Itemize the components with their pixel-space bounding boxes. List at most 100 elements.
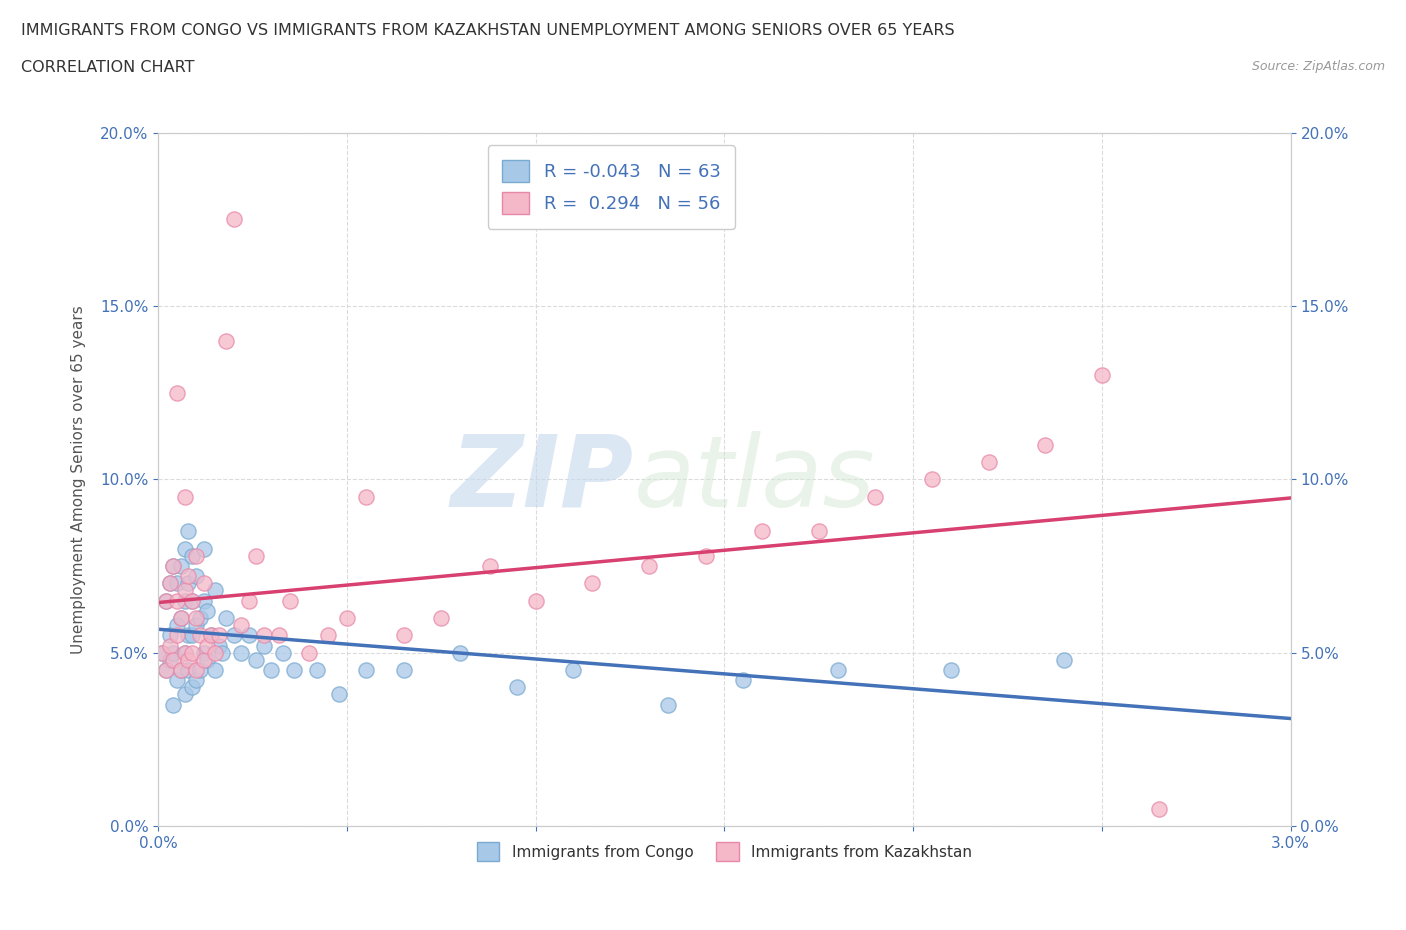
Point	[231, 645, 253, 660]
Point	[336, 611, 359, 626]
Point	[181, 680, 204, 695]
Point	[184, 618, 207, 632]
Point	[184, 548, 207, 563]
Point	[1091, 368, 1114, 383]
Point	[166, 385, 188, 400]
Point	[159, 652, 181, 667]
Point	[177, 569, 200, 584]
Point	[193, 652, 215, 667]
Point	[280, 593, 302, 608]
Y-axis label: Unemployment Among Seniors over 65 years: Unemployment Among Seniors over 65 years	[72, 305, 86, 654]
Point	[193, 645, 215, 660]
Point	[173, 687, 195, 702]
Point	[939, 662, 962, 677]
Point	[479, 559, 502, 574]
Point	[184, 611, 207, 626]
Point	[150, 645, 173, 660]
Legend: Immigrants from Congo, Immigrants from Kazakhstan: Immigrants from Congo, Immigrants from K…	[471, 836, 979, 867]
Point	[827, 662, 849, 677]
Point	[211, 645, 233, 660]
Point	[181, 645, 204, 660]
Point	[155, 662, 177, 677]
Point	[200, 628, 222, 643]
Point	[392, 628, 415, 643]
Point	[638, 559, 661, 574]
Point	[177, 628, 200, 643]
Point	[166, 673, 188, 688]
Point	[155, 593, 177, 608]
Point	[166, 628, 188, 643]
Point	[173, 541, 195, 556]
Point	[305, 662, 328, 677]
Text: CORRELATION CHART: CORRELATION CHART	[21, 60, 194, 75]
Point	[193, 593, 215, 608]
Point	[977, 455, 1000, 470]
Point	[166, 618, 188, 632]
Point	[1053, 652, 1076, 667]
Point	[267, 628, 290, 643]
Point	[159, 576, 181, 591]
Point	[328, 687, 350, 702]
Point	[506, 680, 529, 695]
Point	[865, 489, 887, 504]
Point	[162, 559, 184, 574]
Point	[184, 569, 207, 584]
Point	[204, 645, 226, 660]
Point	[222, 628, 245, 643]
Point	[159, 576, 181, 591]
Point	[562, 662, 585, 677]
Point	[188, 662, 211, 677]
Text: IMMIGRANTS FROM CONGO VS IMMIGRANTS FROM KAZAKHSTAN UNEMPLOYMENT AMONG SENIORS O: IMMIGRANTS FROM CONGO VS IMMIGRANTS FROM…	[21, 23, 955, 38]
Point	[524, 593, 547, 608]
Point	[162, 698, 184, 712]
Point	[430, 611, 453, 626]
Point	[1147, 802, 1170, 817]
Point	[188, 628, 211, 643]
Point	[200, 628, 222, 643]
Point	[222, 212, 245, 227]
Point	[170, 662, 193, 677]
Point	[245, 548, 267, 563]
Point	[204, 583, 226, 598]
Point	[238, 593, 260, 608]
Point	[207, 628, 229, 643]
Point	[807, 524, 830, 538]
Point	[1033, 437, 1056, 452]
Point	[181, 548, 204, 563]
Point	[253, 628, 276, 643]
Point	[195, 638, 218, 653]
Point	[184, 673, 207, 688]
Point	[181, 593, 204, 608]
Point	[173, 583, 195, 598]
Point	[170, 559, 193, 574]
Point	[354, 662, 377, 677]
Point	[316, 628, 339, 643]
Point	[166, 576, 188, 591]
Point	[195, 604, 218, 618]
Point	[155, 662, 177, 677]
Point	[238, 628, 260, 643]
Point	[298, 645, 321, 660]
Point	[173, 645, 195, 660]
Point	[173, 593, 195, 608]
Point	[392, 662, 415, 677]
Point	[449, 645, 471, 660]
Point	[207, 638, 229, 653]
Point	[657, 698, 679, 712]
Point	[150, 645, 173, 660]
Point	[695, 548, 717, 563]
Point	[177, 662, 200, 677]
Point	[188, 611, 211, 626]
Point	[215, 611, 238, 626]
Point	[162, 559, 184, 574]
Point	[260, 662, 283, 677]
Text: ZIP: ZIP	[451, 431, 634, 528]
Point	[245, 652, 267, 667]
Point	[581, 576, 603, 591]
Point	[162, 652, 184, 667]
Point	[751, 524, 773, 538]
Point	[173, 645, 195, 660]
Point	[181, 593, 204, 608]
Point	[155, 593, 177, 608]
Point	[177, 652, 200, 667]
